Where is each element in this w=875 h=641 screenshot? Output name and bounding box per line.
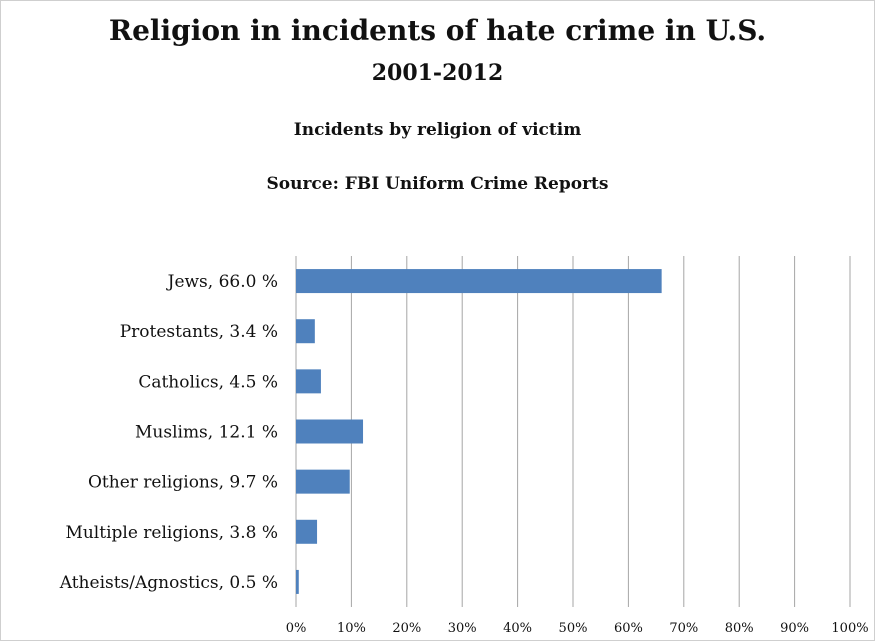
x-tick-label: 50% bbox=[559, 621, 588, 636]
chart-title-years: 2001-2012 bbox=[371, 60, 504, 86]
x-tick-label: 60% bbox=[614, 621, 643, 636]
chart-title: Religion in incidents of hate crime in U… bbox=[108, 14, 767, 47]
category-label: Catholics, 4.5 % bbox=[138, 372, 278, 392]
x-tick-label: 0% bbox=[286, 621, 307, 636]
category-label: Atheists/Agnostics, 0.5 % bbox=[59, 573, 278, 593]
bars bbox=[296, 269, 662, 594]
x-tick-label: 70% bbox=[669, 621, 698, 636]
category-labels: Jews, 66.0 % Protestants, 3.4 % Catholics,… bbox=[59, 272, 278, 593]
category-label: Protestants, 3.4 % bbox=[120, 322, 278, 342]
category-label: Multiple religions, 3.8 % bbox=[65, 523, 278, 543]
category-label: Other religions, 9.7 % bbox=[88, 473, 278, 493]
bar-chart: Jews, 66.0 % Protestants, 3.4 % Catholics,… bbox=[59, 256, 869, 636]
x-tick-label: 20% bbox=[392, 621, 421, 636]
x-tick-label: 30% bbox=[448, 621, 477, 636]
category-label: Muslims, 12.1 % bbox=[135, 423, 278, 443]
category-label: Jews, 66.0 % bbox=[166, 272, 278, 292]
x-tick-labels: 0% 10% 20% 30% 40% 50% 60% 70% 80% 90% 100% bbox=[286, 621, 869, 636]
bar bbox=[296, 519, 318, 544]
x-tick-label: 80% bbox=[725, 621, 754, 636]
bar bbox=[296, 469, 350, 494]
bar bbox=[296, 419, 364, 444]
x-tick-label: 90% bbox=[780, 621, 809, 636]
x-tick-label: 100% bbox=[831, 621, 868, 636]
bar bbox=[296, 569, 299, 594]
gridlines bbox=[295, 256, 851, 607]
chart-subtitle: Incidents by religion of victim bbox=[293, 120, 582, 140]
bar bbox=[296, 369, 321, 394]
bar bbox=[296, 319, 315, 344]
x-tick-label: 40% bbox=[503, 621, 532, 636]
x-tick-label: 10% bbox=[337, 621, 366, 636]
bar bbox=[296, 269, 662, 294]
chart-source: Source: FBI Uniform Crime Reports bbox=[266, 174, 609, 194]
